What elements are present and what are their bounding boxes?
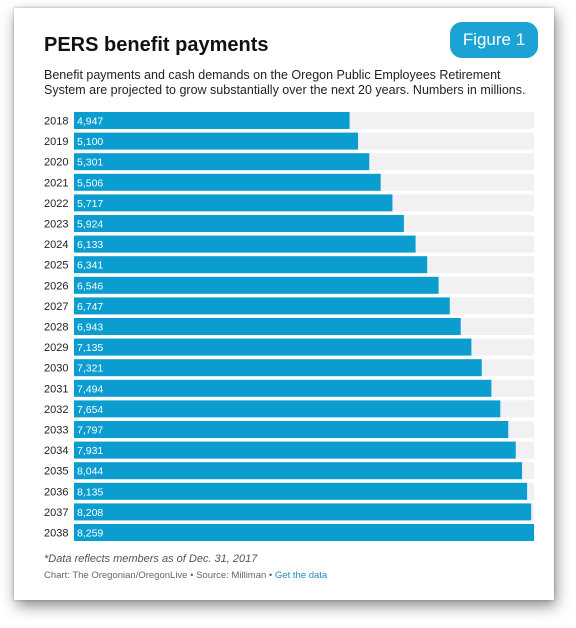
value-label-2027: 6,747 (77, 301, 103, 313)
bar-2027[interactable] (74, 297, 450, 315)
category-label-2024: 2024 (44, 239, 68, 251)
category-label-2036: 2036 (44, 486, 68, 498)
category-label-2030: 2030 (44, 363, 68, 375)
value-label-2034: 7,931 (77, 445, 103, 457)
category-label-2037: 2037 (44, 507, 68, 519)
bar-2030[interactable] (74, 359, 482, 377)
get-the-data-link[interactable]: Get the data (274, 570, 328, 581)
value-label-2018: 4,947 (77, 116, 103, 128)
bar-2026[interactable] (74, 276, 439, 294)
chart-subtitle: Benefit payments and cash demands on the… (44, 68, 526, 97)
figure-badge: Figure 1 (450, 22, 538, 58)
value-label-2033: 7,797 (77, 425, 103, 437)
value-label-2022: 5,717 (77, 198, 103, 210)
bar-2019[interactable] (74, 132, 359, 150)
value-label-2023: 5,924 (77, 219, 103, 231)
bar-2023[interactable] (74, 215, 404, 232)
credit-text: Chart: The Oregonian/OregonLive • Source… (44, 570, 275, 581)
category-label-2034: 2034 (44, 445, 68, 457)
bar-2038[interactable] (74, 524, 534, 541)
category-label-2026: 2026 (44, 280, 68, 292)
data-footnote: *Data reflects members as of Dec. 31, 20… (44, 553, 258, 565)
value-label-2036: 8,135 (77, 486, 103, 498)
chart-credit: Chart: The Oregonian/OregonLive • Source… (44, 570, 327, 581)
category-label-2033: 2033 (44, 425, 68, 437)
category-label-2031: 2031 (44, 383, 68, 395)
value-label-2031: 7,494 (77, 383, 103, 395)
bar-2031[interactable] (74, 379, 492, 397)
value-label-2026: 6,546 (77, 280, 103, 292)
category-label-2025: 2025 (44, 260, 68, 272)
bar-2035[interactable] (74, 462, 523, 480)
category-label-2022: 2022 (44, 198, 68, 210)
bar-2029[interactable] (74, 338, 472, 356)
value-label-2030: 7,321 (77, 363, 103, 375)
bar-chart: 2018 4,947 2019 5,100 2020 5,301 2021 5,506 2022… (44, 112, 534, 541)
value-label-2024: 6,133 (77, 239, 103, 251)
bar-2034[interactable] (74, 441, 516, 459)
category-label-2028: 2028 (44, 322, 68, 334)
value-label-2038: 8,259 (77, 528, 103, 540)
bar-2033[interactable] (74, 421, 509, 438)
bar-2028[interactable] (74, 318, 461, 335)
category-label-2023: 2023 (44, 219, 68, 231)
chart-card: Figure 1 PERS benefit payments Benefit p… (14, 8, 554, 600)
bar-2024[interactable] (74, 235, 416, 253)
bar-2020[interactable] (74, 153, 370, 171)
chart-title: PERS benefit payments (44, 34, 269, 56)
value-label-2032: 7,654 (77, 404, 103, 416)
category-label-2020: 2020 (44, 157, 68, 169)
value-label-2019: 5,100 (77, 136, 103, 148)
value-label-2035: 8,044 (77, 466, 103, 478)
category-label-2021: 2021 (44, 177, 68, 189)
bar-2032[interactable] (74, 400, 501, 418)
value-label-2021: 5,506 (77, 177, 103, 189)
value-label-2028: 6,943 (77, 322, 103, 334)
category-label-2038: 2038 (44, 528, 68, 540)
category-label-2032: 2032 (44, 404, 68, 416)
category-label-2019: 2019 (44, 136, 68, 148)
category-label-2027: 2027 (44, 301, 68, 313)
category-label-2029: 2029 (44, 342, 68, 354)
bar-2022[interactable] (74, 194, 393, 212)
category-label-2018: 2018 (44, 116, 68, 128)
bar-2037[interactable] (74, 503, 532, 521)
value-label-2020: 5,301 (77, 157, 103, 169)
value-label-2025: 6,341 (77, 260, 103, 272)
bar-2025[interactable] (74, 256, 428, 274)
value-label-2029: 7,135 (77, 342, 103, 354)
bar-2036[interactable] (74, 482, 528, 500)
bar-2021[interactable] (74, 173, 381, 191)
value-label-2037: 8,208 (77, 507, 103, 519)
category-label-2035: 2035 (44, 466, 68, 478)
bar-2018[interactable] (74, 112, 350, 129)
